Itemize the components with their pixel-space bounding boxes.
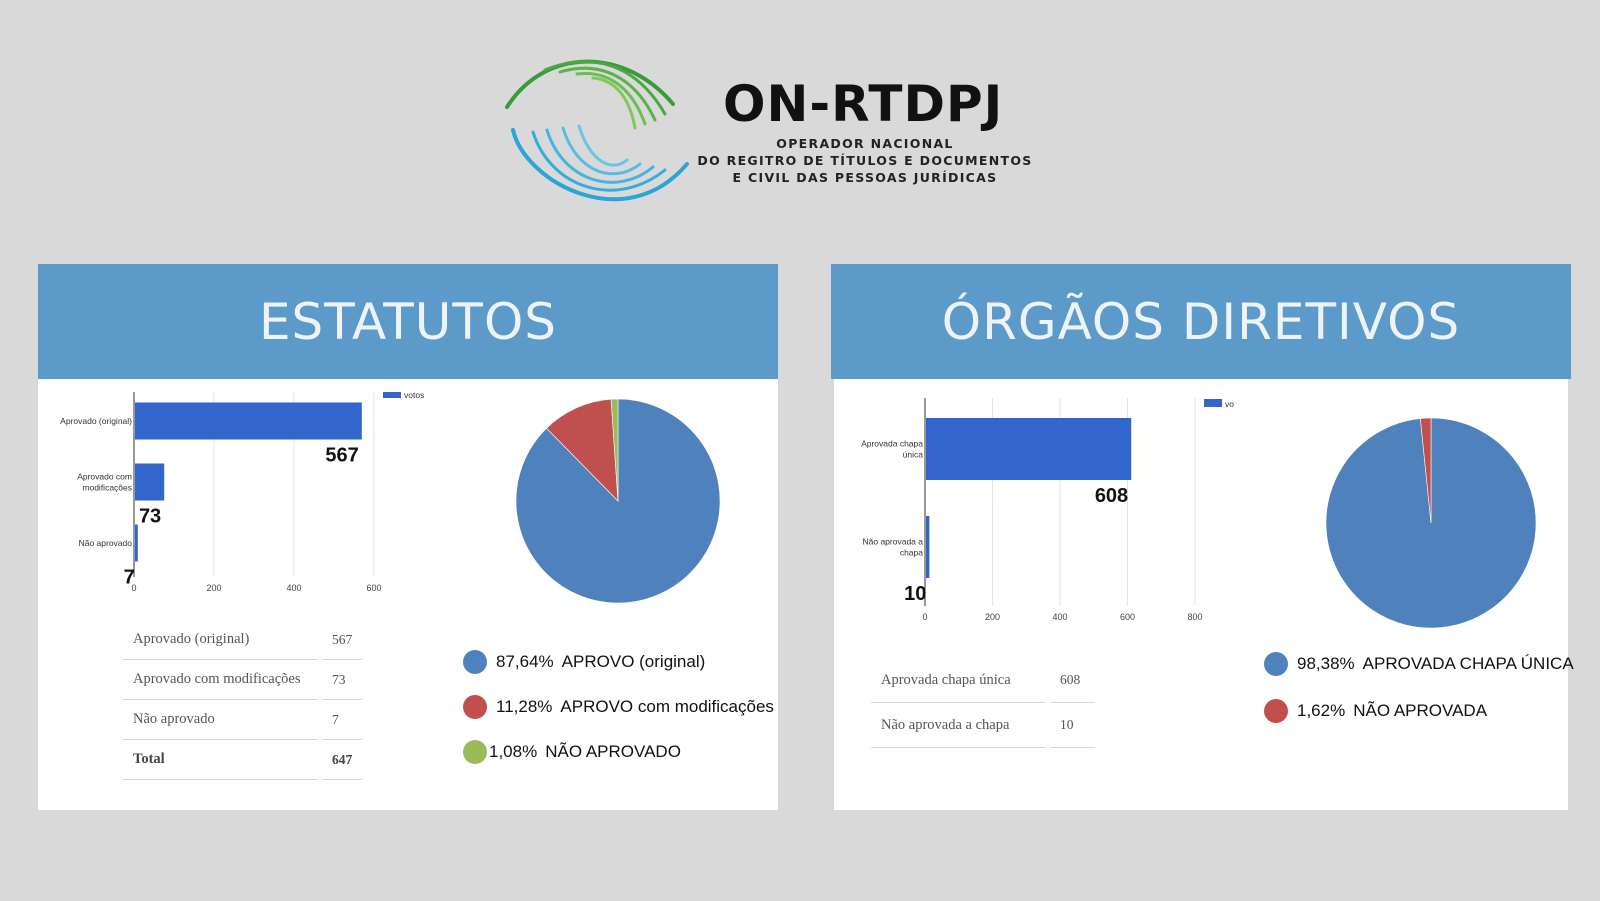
panel-title-orgaos-diretivos: ÓRGÃOS DIRETIVOS: [831, 264, 1571, 379]
table-row-total: Total 647: [123, 739, 363, 780]
bar-category-label: modificações: [82, 483, 132, 493]
table-row: Aprovado (original) 567: [123, 620, 363, 660]
legend-percent: 11,28%: [496, 697, 553, 716]
legend-label: APROVADA CHAPA ÚNICA: [1362, 654, 1574, 673]
legend-label: APROVO (original): [561, 652, 706, 671]
table-estatutos: Aprovado (original) 567 Aprovado com mod…: [123, 620, 363, 780]
table-cell-label: Aprovado (original): [123, 620, 320, 660]
bar-data-label: 10: [904, 583, 926, 605]
x-tick-label: 200: [206, 583, 221, 593]
legend-label: votos: [1225, 399, 1234, 409]
bar: [135, 463, 165, 501]
table-cell-label: Aprovada chapa única: [871, 658, 1048, 703]
legend-label: votos: [404, 392, 424, 400]
bar: [135, 524, 138, 562]
legend-swatch: [1264, 652, 1288, 676]
logo-subtitle-line: E CIVIL DAS PESSOAS JURÍDICAS: [732, 170, 998, 185]
table-cell-value: 7: [317, 699, 363, 740]
logo-subtitle: OPERADOR NACIONAL DO REGITRO DE TÍTULOS …: [695, 135, 1035, 186]
x-tick-label: 0: [131, 583, 136, 593]
legend-item: 98,38% APROVADA CHAPA ÚNICA: [1264, 652, 1574, 676]
legend-label: APROVO com modificações: [560, 697, 774, 716]
legend-item: 1,62% NÃO APROVADA: [1264, 699, 1487, 723]
logo-swoosh-icon: [505, 59, 689, 202]
bar: [926, 516, 930, 578]
legend-swatch: [1204, 399, 1222, 407]
bar: [135, 402, 362, 440]
bar-category-label: Aprovado com: [77, 472, 132, 482]
pie-chart-estatutos: [515, 398, 721, 604]
table-cell-label: Não aprovado: [123, 699, 320, 740]
pie-chart-orgaos-diretivos: [1325, 417, 1537, 629]
table-row: Não aprovada a chapa 10: [871, 702, 1095, 748]
table-cell-value: 10: [1046, 702, 1095, 748]
legend-percent: 98,38%: [1297, 654, 1355, 673]
x-tick-label: 200: [985, 612, 1000, 622]
panel-title-estatutos: ESTATUTOS: [38, 264, 778, 379]
logo-name: ON-RTDPJ: [723, 75, 1004, 133]
bar-chart-estatutos: 0 200 400 600 Aprovado (original) 567 Aprovado…: [60, 392, 424, 593]
pie-slice: [610, 398, 619, 502]
x-tick-label: 0: [922, 612, 927, 622]
table-cell-label: Total: [123, 739, 320, 780]
table-row: Aprovado com modificações 73: [123, 659, 363, 700]
bar-category-label: Não aprovado: [79, 538, 133, 548]
table-row: Não aprovado 7: [123, 699, 363, 740]
logo-subtitle-line: DO REGITRO DE TÍTULOS E DOCUMENTOS: [697, 153, 1033, 168]
bar-data-label: 73: [139, 506, 161, 528]
x-tick-label: 400: [286, 583, 301, 593]
legend-swatch: [1264, 699, 1288, 723]
table-row: Aprovada chapa única 608: [871, 658, 1095, 703]
table-orgaos-diretivos: Aprovada chapa única 608 Não aprovada a …: [871, 658, 1095, 748]
pie-slice: [1420, 417, 1432, 524]
legend-swatch: [463, 695, 487, 719]
bar-data-label: 608: [1095, 485, 1128, 507]
legend-percent: 1,62%: [1297, 701, 1346, 720]
legend-swatch: [463, 650, 487, 674]
bar-data-label: 567: [325, 445, 358, 467]
legend-percent: 1,08%: [489, 742, 538, 761]
x-tick-label: 600: [1120, 612, 1135, 622]
x-tick-label: 600: [366, 583, 381, 593]
bar-category-label: chapa: [900, 548, 923, 558]
bar-category-label: Aprovado (original): [60, 416, 132, 426]
x-tick-label: 800: [1187, 612, 1202, 622]
logo-subtitle-line: OPERADOR NACIONAL: [776, 136, 954, 151]
bar: [926, 418, 1132, 480]
x-tick-label: 400: [1052, 612, 1067, 622]
table-cell-label: Não aprovada a chapa: [871, 702, 1048, 748]
legend-swatch: [463, 740, 487, 764]
table-cell-value: 73: [317, 659, 363, 700]
legend-label: NÃO APROVADA: [1353, 701, 1488, 720]
legend-percent: 87,64%: [496, 652, 554, 671]
table-cell-value: 608: [1046, 658, 1095, 703]
legend-item: 87,64% APROVO (original): [463, 650, 705, 674]
table-cell-label: Aprovado com modificações: [123, 659, 320, 700]
legend-label: NÃO APROVADO: [545, 742, 681, 761]
bar-category-label: Não aprovada a: [863, 537, 924, 547]
table-cell-value: 647: [317, 739, 363, 780]
legend-item: 1,08% NÃO APROVADO: [463, 740, 681, 764]
bar-category-label: Aprovada chapa: [861, 439, 923, 449]
bar-category-label: única: [903, 450, 924, 460]
pie-slice: [546, 398, 619, 502]
legend-item: 11,28% APROVO com modificações: [463, 695, 774, 719]
logo: ON-RTDPJ OPERADOR NACIONAL DO REGITRO DE…: [505, 52, 1045, 222]
bar-data-label: 7: [124, 567, 135, 589]
legend-swatch: [383, 392, 401, 398]
table-cell-value: 567: [317, 620, 363, 660]
